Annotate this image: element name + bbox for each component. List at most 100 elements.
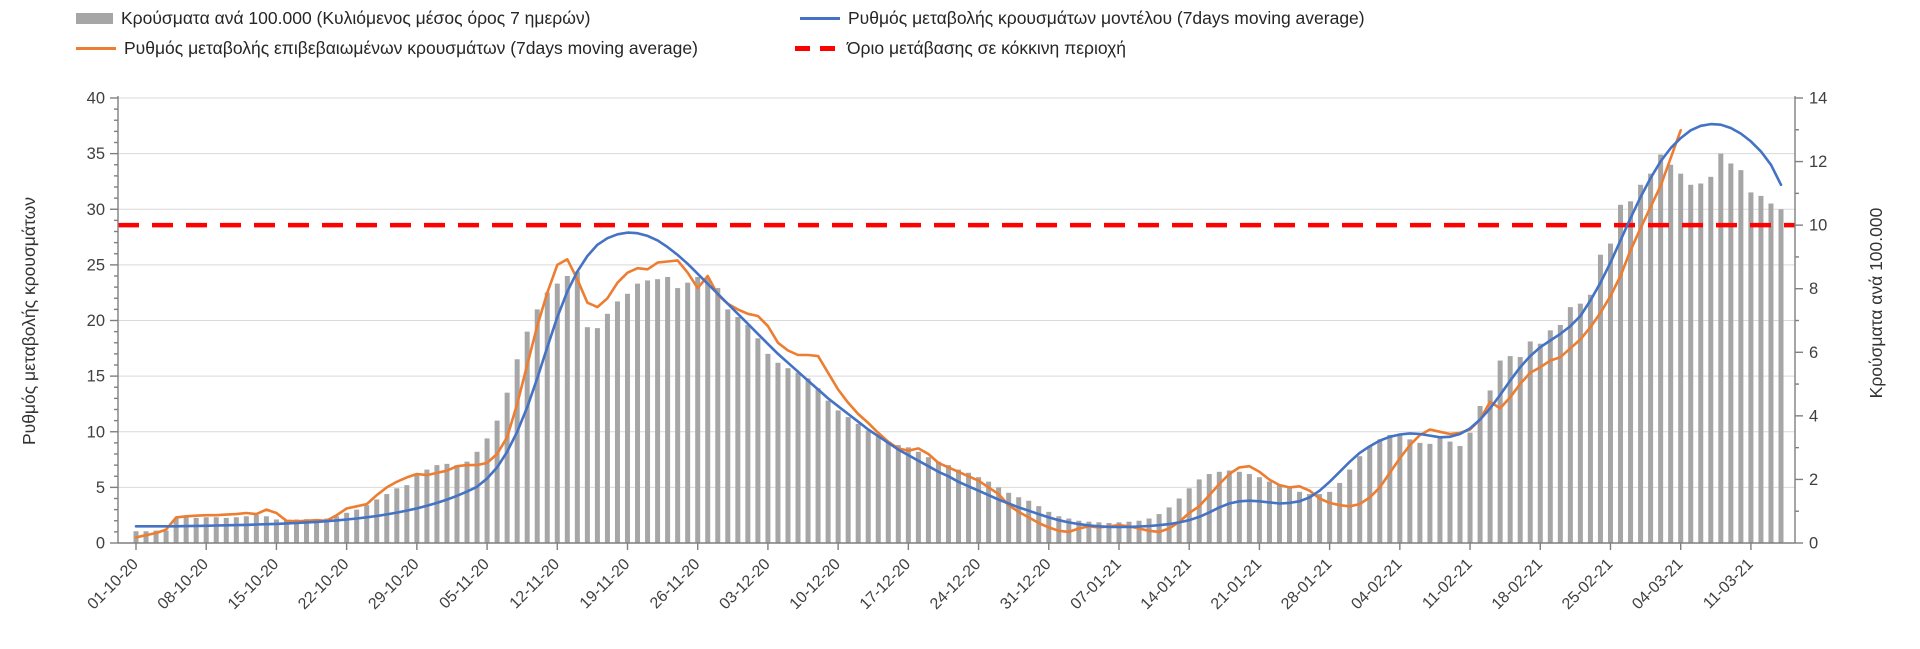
legend-item-confirmed-line: Ρυθμός μεταβολής επιβεβαιωμένων κρουσμάτ… xyxy=(76,38,698,59)
bar xyxy=(1116,522,1122,543)
bar xyxy=(223,517,229,543)
bar xyxy=(1016,497,1022,543)
bar xyxy=(243,516,249,543)
legend-item-cases-bars: Κρούσματα ανά 100.000 (Κυλιόμενος μέσος … xyxy=(76,8,590,29)
bar xyxy=(474,451,480,543)
bar xyxy=(514,359,520,543)
y-right-tick-label: 6 xyxy=(1809,344,1818,362)
bar xyxy=(1678,173,1684,543)
legend-label: Ρυθμός μεταβολής επιβεβαιωμένων κρουσμάτ… xyxy=(124,38,698,58)
x-tick-label: 26-11-20 xyxy=(647,556,704,613)
bar xyxy=(1527,341,1533,543)
bar xyxy=(1397,433,1403,543)
bar xyxy=(815,388,821,543)
bar xyxy=(875,436,881,543)
y-left-tick-label: 5 xyxy=(96,479,105,497)
y-right-tick-label: 10 xyxy=(1809,217,1827,235)
bar xyxy=(504,392,510,543)
bar xyxy=(1307,494,1313,543)
bar xyxy=(1718,153,1724,543)
gridlines xyxy=(118,97,1795,488)
bar xyxy=(444,463,450,543)
bar xyxy=(1106,522,1112,543)
x-tick-label: 18-02-21 xyxy=(1489,556,1546,613)
bar xyxy=(334,516,340,543)
bar xyxy=(635,283,641,543)
bar xyxy=(1688,184,1694,543)
bar xyxy=(364,505,370,543)
y-right-tick-label: 8 xyxy=(1809,280,1818,298)
bar xyxy=(1597,254,1603,544)
bar xyxy=(143,531,149,543)
bar xyxy=(1728,163,1734,543)
bar xyxy=(845,417,851,543)
bar xyxy=(293,519,299,543)
y-right-tick-label: 4 xyxy=(1809,407,1818,425)
bar xyxy=(655,279,661,543)
x-tick-label: 14-01-21 xyxy=(1138,556,1195,613)
bar xyxy=(584,327,590,543)
bar xyxy=(645,280,651,543)
y-left-tick-label: 30 xyxy=(87,201,105,219)
bar xyxy=(725,309,731,543)
bar xyxy=(494,420,500,543)
bar xyxy=(1196,479,1202,543)
legend-label: Κρούσματα ανά 100.000 (Κυλιόμενος μέσος … xyxy=(121,8,591,28)
bar xyxy=(1266,481,1272,543)
x-tick-label: 15-10-20 xyxy=(225,556,282,613)
y-right-tick-label: 2 xyxy=(1809,471,1818,489)
red-dash-icon xyxy=(795,46,839,51)
bar xyxy=(1417,442,1423,543)
bar xyxy=(1317,494,1323,543)
bar xyxy=(1778,209,1784,543)
x-tick-label: 24-12-20 xyxy=(927,556,984,613)
bar xyxy=(855,423,861,543)
bar xyxy=(1236,471,1242,543)
bar xyxy=(1547,330,1553,543)
bar xyxy=(1658,154,1664,544)
bar xyxy=(384,494,390,543)
bar xyxy=(695,276,701,543)
bar xyxy=(705,278,711,543)
bar xyxy=(564,276,570,543)
bar xyxy=(1337,482,1343,543)
bar xyxy=(263,516,269,543)
y-axis-left: 0 5 10 15 20 25 30 35 40 xyxy=(87,90,118,553)
axes xyxy=(117,96,1796,544)
y-right-tick-label: 14 xyxy=(1809,90,1827,108)
bar xyxy=(554,283,560,543)
legend-label: Όριο μετάβασης σε κόκκινη περιοχή xyxy=(847,38,1127,58)
bar xyxy=(1377,439,1383,543)
bars-series xyxy=(133,153,1784,544)
bar xyxy=(795,372,801,543)
bar xyxy=(1367,446,1373,543)
x-tick-label: 11-03-21 xyxy=(1700,556,1757,613)
x-tick-label: 03-12-20 xyxy=(716,556,773,613)
x-tick-label: 08-10-20 xyxy=(155,556,212,613)
bar xyxy=(905,447,911,543)
x-tick-label: 31-12-20 xyxy=(997,556,1054,613)
bar xyxy=(1477,406,1483,543)
bar xyxy=(544,292,550,543)
bar xyxy=(685,282,691,543)
bar xyxy=(1507,356,1513,543)
bar xyxy=(745,324,751,543)
bar xyxy=(1186,488,1192,543)
bar xyxy=(1036,506,1042,543)
bar xyxy=(163,530,169,543)
bar xyxy=(193,517,199,543)
x-tick-label: 17-12-20 xyxy=(857,556,914,613)
bar xyxy=(1577,303,1583,543)
bar xyxy=(895,445,901,543)
bar xyxy=(1387,434,1393,543)
bar xyxy=(865,430,871,543)
bar xyxy=(1467,432,1473,543)
bar xyxy=(1006,492,1012,543)
bar xyxy=(785,368,791,543)
bar xyxy=(1768,203,1774,543)
model-rate-line xyxy=(134,122,1783,529)
y-axis-right: 0 2 4 6 8 10 12 14 xyxy=(1795,90,1827,553)
bar xyxy=(1156,514,1162,543)
bar xyxy=(966,472,972,543)
bar xyxy=(986,481,992,543)
